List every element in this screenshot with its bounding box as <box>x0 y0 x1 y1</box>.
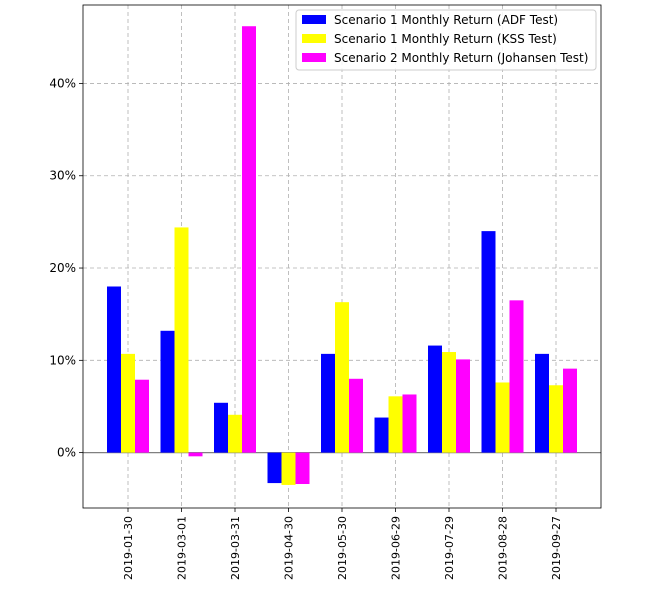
bar-series-3-2019-09-27 <box>563 368 577 453</box>
y-axis-ticks: 0% 10% 20% 30% 40% <box>49 76 83 460</box>
y-tick-label: 40% <box>49 76 76 90</box>
y-tick-label: 30% <box>49 169 76 183</box>
legend-swatch-3 <box>302 53 326 62</box>
bar-series-2-2019-01-30 <box>121 353 135 453</box>
legend-label-3: Scenario 2 Monthly Return (Johansen Test… <box>334 51 588 65</box>
bar-series-3-2019-01-30 <box>135 379 149 453</box>
y-tick-label: 20% <box>49 261 76 275</box>
x-tick-label: 2019-03-01 <box>176 516 189 580</box>
x-axis-ticks: 2019-01-30 2019-03-01 2019-03-31 2019-04-30… <box>122 508 563 580</box>
legend-label-1: Scenario 1 Monthly Return (ADF Test) <box>334 13 558 27</box>
bar-series-1-2019-07-29 <box>428 345 442 453</box>
bar-series-2-2019-09-27 <box>549 385 563 453</box>
bar-series-2-2019-03-31 <box>228 414 242 453</box>
bar-series-3-2019-03-31 <box>242 26 256 453</box>
x-tick-label: 2019-08-28 <box>497 516 510 580</box>
x-tick-label: 2019-09-27 <box>550 516 563 580</box>
legend-box <box>295 9 597 71</box>
x-tick-label: 2019-04-30 <box>283 516 296 580</box>
bar-series-2-2019-03-01 <box>174 227 189 453</box>
bar-series-2-2019-07-29 <box>442 352 456 453</box>
bar-series-2-2019-04-30 <box>281 452 296 485</box>
bar-series-2-2019-06-29 <box>388 396 403 453</box>
bar-series-1-2019-05-30 <box>321 353 335 453</box>
bar-series-1-2019-06-29 <box>374 417 389 453</box>
bar-series-3-2019-08-28 <box>509 300 524 453</box>
x-tick-label: 2019-03-31 <box>229 516 242 580</box>
bar-series-1-2019-01-30 <box>107 286 121 453</box>
bar-series-1-2019-03-31 <box>214 402 228 453</box>
x-tick-label: 2019-05-30 <box>336 516 349 580</box>
bar-series-3-2019-04-30 <box>295 452 310 485</box>
x-tick-label: 2019-07-29 <box>443 516 456 580</box>
legend-swatch-1 <box>302 15 326 24</box>
bar-series-1-2019-04-30 <box>267 452 282 484</box>
bar-series-1-2019-03-01 <box>160 330 175 453</box>
legend-swatch-2 <box>302 34 326 43</box>
bar-series-2-2019-08-28 <box>495 382 510 453</box>
bar-series-3-2019-06-29 <box>402 394 417 453</box>
bar-series-3-2019-03-01 <box>188 452 203 457</box>
bars <box>107 26 577 485</box>
bar-series-2-2019-05-30 <box>335 302 349 453</box>
y-tick-label: 0% <box>57 446 76 460</box>
bar-series-1-2019-09-27 <box>535 353 549 453</box>
bar-series-1-2019-08-28 <box>481 231 496 453</box>
legend: Scenario 1 Monthly Return (ADF Test) Scen… <box>295 9 597 71</box>
bar-series-3-2019-05-30 <box>349 378 363 453</box>
bar-series-3-2019-07-29 <box>456 359 470 453</box>
legend-label-2: Scenario 1 Monthly Return (KSS Test) <box>334 32 557 46</box>
x-tick-label: 2019-01-30 <box>122 516 135 580</box>
x-tick-label: 2019-06-29 <box>390 516 403 580</box>
y-tick-label: 10% <box>49 353 76 367</box>
